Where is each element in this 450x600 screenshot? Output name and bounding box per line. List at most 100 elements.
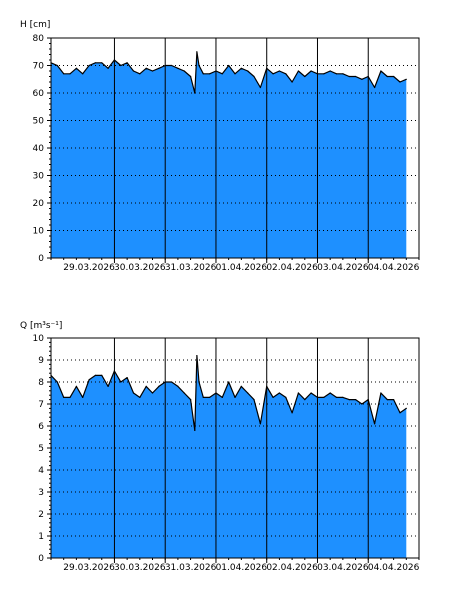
y-tick-label: 5	[38, 444, 44, 454]
data-point	[145, 67, 147, 69]
data-point	[94, 62, 96, 64]
data-point	[304, 75, 306, 78]
x-tick-label: 31.03.2026	[165, 563, 217, 573]
data-point	[291, 412, 293, 414]
data-point	[361, 78, 363, 80]
data-point	[272, 73, 274, 75]
data-point	[88, 379, 90, 381]
y-tick-label: 6	[38, 422, 44, 432]
data-point	[335, 73, 338, 75]
y-tick-label: 30	[33, 172, 45, 182]
data-point	[88, 64, 90, 67]
data-point	[158, 67, 160, 69]
data-point	[374, 423, 376, 425]
data-point	[297, 70, 299, 72]
data-point	[380, 70, 382, 72]
data-point	[101, 374, 103, 376]
y-tick-label: 1	[38, 532, 44, 542]
data-point	[348, 75, 350, 78]
data-point	[234, 73, 236, 75]
x-tick-label: 04.04.2026	[368, 563, 420, 573]
data-point	[63, 396, 65, 398]
y-tick-label: 60	[33, 89, 45, 99]
data-point	[253, 399, 255, 401]
y-tick-label: 40	[33, 144, 45, 154]
plot-frame	[50, 337, 420, 559]
data-point	[234, 396, 236, 398]
data-point	[209, 73, 211, 75]
data-point	[228, 64, 230, 67]
data-point	[405, 407, 407, 409]
data-point	[151, 392, 154, 394]
x-tick-label: 01.04.2026	[216, 263, 268, 273]
data-point	[297, 392, 299, 394]
y-tick-label: 7	[38, 400, 44, 410]
water-level-chart: H [cm] 0 10 20 30 40 50 60 70 80 29.03.2026 30.03.…	[20, 20, 420, 273]
x-tick-label: 31.03.2026	[165, 263, 217, 273]
data-point	[190, 75, 192, 78]
plot-frame	[50, 37, 420, 259]
y-tick-label: 50	[33, 117, 45, 127]
x-tick-label: 02.04.2026	[266, 563, 318, 573]
data-point	[56, 64, 58, 67]
data-point	[240, 67, 242, 69]
data-point	[399, 81, 401, 83]
data-point	[158, 385, 160, 387]
data-point	[361, 403, 363, 405]
y-axis-label: H [cm]	[20, 20, 50, 30]
y-tick-label: 8	[38, 378, 44, 388]
y-tick-label: 9	[38, 356, 44, 366]
data-point	[259, 86, 261, 89]
data-point	[107, 385, 109, 387]
data-point	[240, 385, 242, 387]
data-point	[94, 374, 96, 376]
data-point	[75, 67, 77, 69]
data-point	[82, 73, 84, 75]
data-point	[393, 75, 395, 78]
y-tick-label: 10	[33, 227, 45, 237]
data-point	[259, 423, 261, 425]
data-point	[285, 396, 287, 398]
data-point	[374, 86, 376, 89]
data-point	[253, 75, 255, 78]
data-point	[177, 67, 179, 69]
data-point	[393, 399, 395, 401]
data-point	[209, 396, 211, 398]
y-tick-label: 4	[38, 466, 44, 476]
data-point	[399, 412, 401, 414]
data-point	[120, 381, 122, 383]
x-tick-label: 30.03.2026	[114, 563, 166, 573]
data-point	[272, 396, 274, 398]
data-point	[380, 392, 382, 394]
data-point	[120, 64, 122, 67]
data-point	[386, 399, 388, 401]
data-point	[386, 75, 388, 78]
data-point	[221, 73, 223, 75]
y-tick-label: 70	[33, 62, 45, 72]
data-point	[278, 392, 280, 394]
data-point	[194, 429, 196, 431]
data-point	[348, 399, 350, 401]
data-point	[56, 381, 58, 383]
data-point	[132, 392, 135, 394]
x-tick-label: 30.03.2026	[114, 263, 166, 273]
data-point	[202, 396, 204, 398]
data-point	[139, 73, 141, 75]
data-point	[82, 396, 84, 398]
data-point	[329, 392, 331, 394]
data-point	[291, 81, 293, 83]
y-tick-label: 10	[33, 334, 45, 344]
x-tick-label: 04.04.2026	[368, 263, 420, 273]
x-tick-label: 29.03.2026	[63, 263, 115, 273]
data-point	[177, 385, 179, 387]
y-tick-label: 80	[33, 34, 45, 44]
data-point	[335, 396, 338, 398]
data-point	[196, 51, 198, 53]
data-point	[329, 70, 331, 72]
data-point	[310, 70, 312, 72]
data-point	[278, 70, 280, 72]
data-point	[190, 399, 192, 401]
data-point	[69, 396, 71, 398]
data-point	[145, 385, 147, 387]
